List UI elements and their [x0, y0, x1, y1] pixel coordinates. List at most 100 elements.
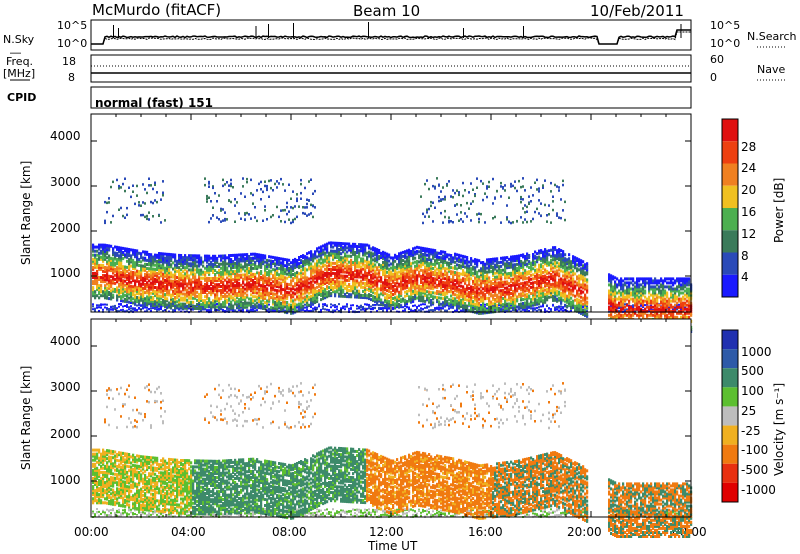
power-cell — [382, 281, 385, 285]
power-cell — [176, 286, 179, 290]
power-cell — [300, 275, 303, 279]
power-cell — [314, 288, 317, 292]
power-cell — [330, 306, 332, 309]
power-cell — [376, 296, 379, 300]
power-cell — [442, 285, 445, 288]
power-cell — [104, 296, 107, 300]
power-cell — [180, 272, 183, 276]
power-cell — [186, 288, 189, 292]
power-cell — [114, 281, 117, 285]
power-cell — [392, 274, 395, 278]
power-cell — [216, 299, 219, 303]
power-cell — [306, 214, 308, 217]
power-cell — [448, 282, 451, 285]
power-cell — [456, 279, 459, 283]
power-cell — [142, 266, 145, 270]
power-cell — [470, 307, 473, 311]
power-cell — [410, 288, 413, 292]
power-cell — [132, 291, 135, 295]
power-cell — [320, 271, 323, 275]
power-cell — [336, 245, 339, 249]
power-cell — [148, 289, 151, 293]
power-cell — [392, 297, 395, 300]
power-cell — [300, 279, 303, 283]
power-cell — [178, 258, 181, 261]
power-cell — [240, 269, 243, 273]
power-cell — [108, 278, 111, 282]
power-cell — [188, 264, 191, 268]
power-cell — [454, 289, 457, 293]
power-cell — [358, 245, 361, 249]
power-cell — [96, 274, 99, 277]
power-cell — [210, 301, 213, 305]
power-cell — [202, 272, 205, 276]
power-cell — [372, 298, 375, 302]
power-cell — [348, 264, 351, 268]
power-cell — [94, 263, 97, 267]
power-cell — [338, 241, 341, 245]
power-cell — [134, 295, 137, 299]
power-cell — [348, 289, 351, 293]
power-cell — [96, 280, 99, 284]
power-cell — [312, 279, 315, 283]
power-cell — [470, 305, 473, 309]
power-cell — [442, 280, 445, 284]
power-cell — [268, 269, 271, 273]
power-cell — [348, 270, 351, 274]
power-cell — [150, 271, 153, 275]
power-cell — [216, 256, 219, 260]
power-cell — [168, 261, 171, 264]
power-cell — [290, 311, 293, 315]
power-cell — [230, 282, 233, 286]
power-cell — [478, 212, 480, 215]
power-cell — [480, 304, 482, 306]
power-cell — [306, 260, 309, 264]
power-cell — [380, 286, 383, 290]
power-cell — [302, 300, 305, 304]
power-cell — [460, 272, 463, 276]
power-cell — [208, 220, 210, 224]
power-cell — [218, 268, 221, 272]
power-cell — [128, 306, 130, 309]
power-cell — [348, 285, 351, 288]
power-cell — [214, 262, 217, 266]
power-cell — [438, 300, 441, 304]
power-cell — [450, 294, 453, 298]
power-cell — [112, 281, 115, 285]
power-cell — [292, 311, 295, 315]
power-cell — [422, 261, 425, 265]
power-cell — [304, 273, 307, 277]
power-cell — [110, 256, 113, 260]
power-cell — [320, 288, 323, 291]
power-cell — [96, 253, 99, 257]
power-cell — [268, 277, 271, 281]
power-cell — [162, 268, 165, 272]
power-cell — [476, 299, 479, 303]
power-cell — [468, 295, 471, 298]
power-cell — [304, 206, 306, 209]
power-cell — [474, 294, 477, 298]
power-cell — [282, 304, 285, 308]
power-cell — [314, 264, 317, 268]
power-cell — [426, 208, 428, 211]
power-cell — [440, 252, 443, 256]
power-cell — [122, 295, 125, 299]
power-cell — [156, 266, 159, 269]
power-cell — [312, 297, 315, 301]
power-cell — [150, 285, 153, 289]
power-cell — [266, 273, 269, 277]
power-cell — [416, 268, 419, 272]
power-cell — [108, 262, 111, 266]
power-cell — [240, 289, 243, 293]
power-cell — [246, 253, 249, 257]
power-cell — [346, 254, 349, 258]
power-cell — [396, 281, 399, 285]
power-cell — [420, 246, 423, 250]
power-cell — [218, 297, 221, 301]
power-cell — [410, 276, 413, 280]
power-cell — [150, 269, 153, 273]
power-cell — [158, 284, 161, 288]
power-cell — [204, 295, 207, 299]
power-cell — [460, 258, 463, 262]
power-cell — [174, 273, 177, 277]
